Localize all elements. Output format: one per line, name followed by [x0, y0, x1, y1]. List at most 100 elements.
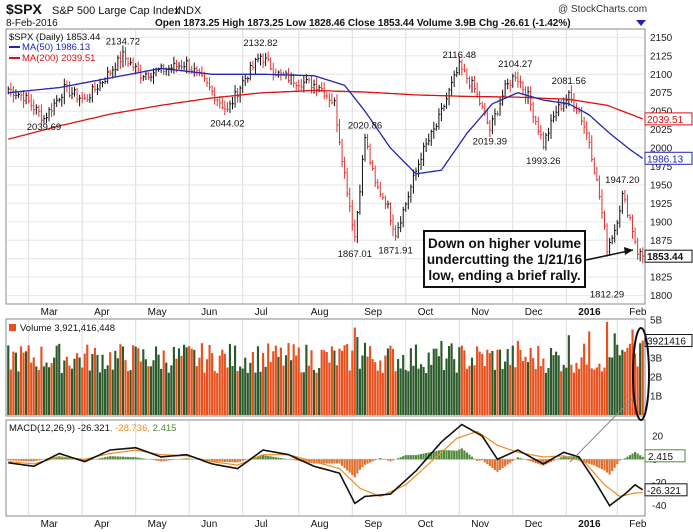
volume-bar — [412, 365, 415, 415]
volume-bar — [486, 349, 489, 415]
macd-histogram-bar — [534, 459, 537, 464]
volume-bar — [272, 351, 275, 415]
macd-histogram-bar — [361, 459, 364, 468]
ma200-marker-border — [644, 112, 693, 126]
macd-histogram-bar — [65, 457, 68, 460]
volume-bar — [407, 371, 410, 415]
volume-bar — [60, 372, 63, 415]
volume-bar — [598, 363, 601, 415]
volume-bar — [549, 348, 553, 415]
macd-histogram-bar — [496, 459, 499, 472]
macd-histogram-bar — [338, 459, 341, 464]
volume-highlight-ellipse — [632, 327, 650, 421]
volume-bar — [70, 368, 74, 415]
volume-bar — [292, 344, 295, 415]
macd-histogram-bar — [292, 459, 295, 461]
macd-histogram-bar — [506, 459, 509, 465]
volume-bar — [361, 355, 364, 415]
ma50-line — [8, 67, 644, 175]
volume-bar — [228, 343, 232, 415]
macd-histogram-bar — [335, 459, 339, 464]
volume-bar — [557, 355, 560, 415]
macd-histogram-bar — [172, 459, 175, 460]
macd-histogram-bar — [328, 459, 331, 464]
volume-bar — [157, 354, 160, 415]
macd-histogram-bar — [626, 456, 629, 460]
volume-bar — [338, 348, 341, 415]
volume-bar — [583, 343, 586, 415]
volume-bar — [603, 367, 606, 415]
price-annotation: 2039.69 — [27, 122, 61, 133]
volume-bar — [391, 348, 395, 415]
macd-histogram-bar — [430, 451, 433, 460]
volume-bar — [302, 372, 305, 415]
ma200-marker: 2039.51 — [647, 115, 684, 126]
volume-bar — [244, 357, 247, 415]
macd-histogram-bar — [91, 459, 94, 460]
month-label: Dec — [525, 519, 543, 530]
volume-bar — [203, 372, 206, 415]
macd-histogram-bar — [134, 457, 137, 460]
volume-bar — [397, 359, 400, 415]
symbol: $SPX — [6, 1, 42, 17]
volume-bar — [249, 362, 252, 415]
volume-bar — [593, 369, 596, 415]
volume-bar — [600, 371, 604, 415]
volume-bar — [346, 344, 349, 415]
macd-histogram-bar — [119, 456, 122, 460]
volume-bar — [534, 369, 537, 415]
month-label: Feb — [629, 307, 647, 318]
volume-bar — [623, 351, 626, 415]
volume-bar — [307, 365, 311, 415]
volume-bar — [458, 347, 461, 415]
macd-histogram-bar — [109, 456, 112, 460]
macd-legend-main: MACD(12,26,9) -26.321 — [9, 423, 110, 434]
volume-bar — [590, 368, 593, 415]
volume-bar — [529, 347, 532, 415]
macd-histogram-bar — [30, 459, 33, 462]
macd-histogram-bar — [96, 458, 99, 460]
macd-histogram-bar — [216, 459, 219, 462]
macd-histogram-bar — [137, 457, 140, 460]
price-tick-label: 2100 — [650, 70, 673, 81]
volume-bar — [81, 367, 84, 415]
volume-bar — [282, 365, 285, 415]
volume-bar — [315, 372, 318, 415]
macd-histogram-bar — [17, 459, 20, 461]
volume-bar — [552, 355, 555, 415]
macd-histogram-bar — [460, 448, 463, 460]
macd-histogram-bar — [391, 459, 395, 461]
macd-histogram-bar — [323, 459, 326, 464]
volume-bar — [351, 350, 354, 415]
volume-bar — [575, 362, 578, 415]
volume-bar — [386, 348, 389, 415]
volume-bar — [417, 368, 420, 415]
volume-bar — [35, 366, 38, 415]
month-label: 2016 — [578, 519, 601, 530]
macd-histogram-bar — [12, 459, 15, 461]
macd-histogram-bar — [453, 450, 456, 460]
volume-bar — [19, 346, 23, 415]
macd-histogram-bar — [185, 458, 188, 460]
price-tick-label: 1825 — [650, 273, 673, 284]
dropdown-icon[interactable] — [636, 20, 646, 26]
volume-tick-label: 1B — [650, 392, 663, 403]
volume-bar — [93, 347, 96, 415]
macd-histogram-bar — [7, 459, 10, 461]
macd-histogram-bar — [264, 455, 267, 460]
macd-histogram-bar — [631, 453, 634, 460]
macd-histogram-bar — [333, 459, 336, 464]
macd-histogram-bar — [636, 453, 639, 460]
macd-histogram-bar — [442, 450, 446, 460]
volume-bar — [86, 344, 89, 415]
volume-bar — [626, 347, 629, 415]
price-annotation: 2116.48 — [442, 50, 476, 61]
price-series — [7, 45, 645, 264]
volume-bar — [310, 350, 313, 415]
volume-bar — [269, 362, 272, 415]
volume-bar — [68, 365, 71, 415]
volume-bar — [468, 365, 471, 415]
macd-histogram-bar — [259, 455, 262, 460]
volume-bar — [595, 367, 598, 415]
